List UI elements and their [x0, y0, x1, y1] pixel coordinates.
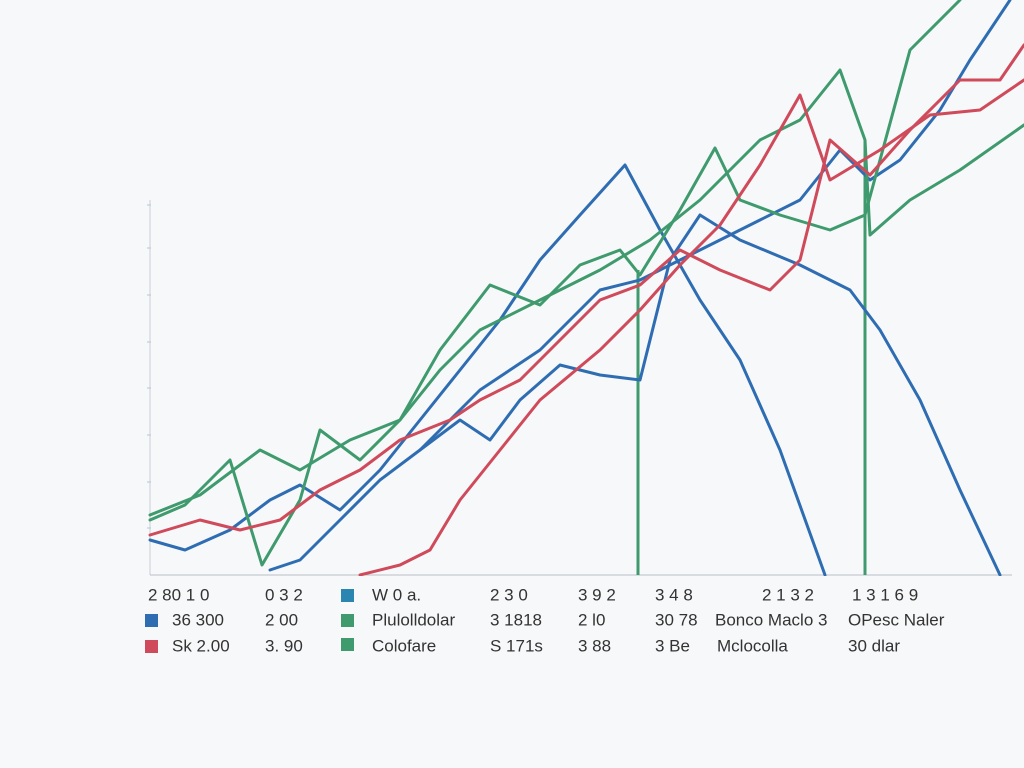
legend-swatch: [341, 638, 354, 651]
legend-swatch: [145, 640, 158, 653]
annotation-text: 30 dlar: [848, 636, 900, 655]
annotation-text: S 171s: [490, 636, 543, 655]
annotation-text: Sk 2.00: [172, 636, 230, 655]
series-line: [358, 78, 1024, 576]
annotation-text: Colofare: [372, 636, 436, 655]
annotation-text: 2 1 3 2: [762, 585, 814, 604]
annotation-text: 2 l0: [578, 610, 605, 629]
annotation-text: 3 1818: [490, 610, 542, 629]
legend-swatch: [145, 614, 158, 627]
annotation-text: 2 80 1 0: [148, 585, 209, 604]
annotation-text: 30 78: [655, 610, 698, 629]
plot-area: [148, 0, 1024, 576]
annotation-text: 3 Be: [655, 636, 690, 655]
legend-swatch: [341, 589, 354, 602]
annotation-text: 3 4 8: [655, 585, 693, 604]
series-line: [148, 43, 1024, 537]
annotation-text: 1 3 1 6 9: [852, 585, 918, 604]
series-line: [148, 68, 1024, 517]
annotation-text: 2 00: [265, 610, 298, 629]
series-line: [148, 0, 962, 567]
annotation-text: Plulolldolar: [372, 610, 455, 629]
annotation-text: 0 3 2: [265, 585, 303, 604]
annotation-text: 3 88: [578, 636, 611, 655]
annotations: 2 80 1 0 0 3 2 W 0 a. 2 3 0 3 9 2 3 4 8 2 1 3 …: [148, 585, 945, 655]
annotation-text: 2 3 0: [490, 585, 528, 604]
series-line: [148, 163, 827, 576]
annotation-text: 3. 90: [265, 636, 303, 655]
annotation-text: Bonco Maclo 3: [715, 610, 827, 629]
series-line: [418, 0, 1012, 452]
annotation-text: 3 9 2: [578, 585, 616, 604]
series-line: [268, 213, 1002, 576]
annotation-text: OPesc Naler: [848, 610, 945, 629]
annotation-text: Mclocolla: [717, 636, 788, 655]
legend-swatch: [341, 614, 354, 627]
annotation-text: W 0 a.: [372, 585, 421, 604]
annotation-text: 36 300: [172, 610, 224, 629]
